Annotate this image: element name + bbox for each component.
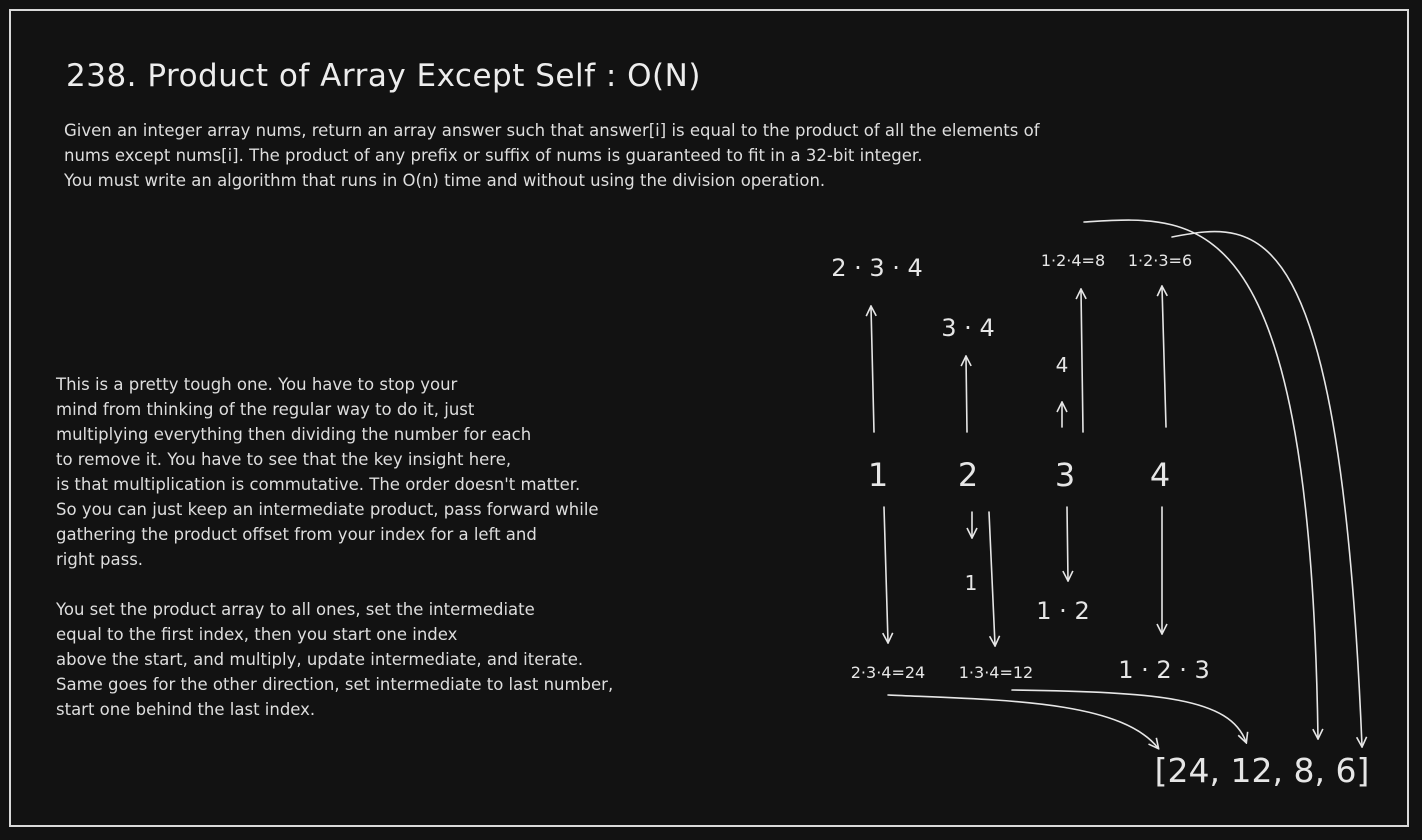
page-title: 238. Product of Array Except Self : O(N) — [66, 58, 701, 94]
note-line: mind from thinking of the regular way to… — [56, 400, 475, 419]
arrow-up-4 — [1162, 287, 1166, 428]
prefix-product-4: 1 · 2 · 3 — [1118, 656, 1210, 684]
note-line: gathering the product offset from your i… — [56, 525, 537, 544]
note-line: So you can just keep an intermediate pro… — [56, 500, 599, 519]
note-line: multiplying everything then dividing the… — [56, 425, 532, 444]
upper-result-4: 1·2·3=6 — [1128, 251, 1192, 270]
arrow-down-3 — [1067, 506, 1068, 580]
prefix-product-3: 1 · 2 — [1036, 597, 1089, 625]
suffix-product-2: 3 · 4 — [941, 314, 994, 342]
suffix-product-3: 4 — [1056, 353, 1069, 377]
explanation-notes: This is a pretty tough one. You have to … — [56, 372, 613, 722]
arrow-down-1 — [884, 506, 888, 642]
arrow-up-2 — [966, 357, 967, 433]
num-1: 1 — [868, 456, 888, 494]
prefix-product-2: 1 — [965, 571, 978, 595]
num-2: 2 — [958, 456, 978, 494]
lower-result-1: 2·3·4=24 — [851, 663, 925, 682]
problem-line: Given an integer array nums, return an a… — [64, 121, 1040, 140]
arrow-up-3 — [1081, 290, 1083, 433]
arrow-to-answer-8 — [1083, 219, 1318, 738]
note-line: start one behind the last index. — [56, 700, 316, 719]
note-line: right pass. — [56, 550, 144, 569]
note-line: equal to the first index, then you start… — [56, 625, 458, 644]
arrow-to-answer-6 — [1171, 230, 1362, 746]
upper-result-3: 1·2·4=8 — [1041, 251, 1105, 270]
arrow-up-1 — [871, 307, 874, 433]
lower-result-2: 1·3·4=12 — [959, 663, 1033, 682]
num-3: 3 — [1055, 456, 1075, 494]
note-line: is that multiplication is commutative. T… — [56, 475, 581, 494]
note-line: You set the product array to all ones, s… — [56, 600, 535, 619]
problem-line: You must write an algorithm that runs in… — [64, 171, 826, 190]
arrow-to-answer-12 — [1011, 689, 1246, 742]
answer-array: [24, 12, 8, 6] — [1155, 751, 1370, 790]
note-line: Same goes for the other direction, set i… — [56, 675, 614, 694]
note-line: to remove it. You have to see that the k… — [56, 450, 512, 469]
num-4: 4 — [1150, 456, 1170, 494]
problem-statement: Given an integer array nums, return an a… — [64, 118, 1294, 193]
canvas-frame — [9, 9, 1409, 827]
suffix-product-1: 2 · 3 · 4 — [831, 254, 923, 282]
arrow-to-answer-24 — [887, 694, 1158, 748]
problem-line: nums except nums[i]. The product of any … — [64, 146, 923, 165]
arrow-down-2 — [988, 511, 995, 645]
note-line: above the start, and multiply, update in… — [56, 650, 584, 669]
note-line: This is a pretty tough one. You have to … — [56, 375, 458, 394]
